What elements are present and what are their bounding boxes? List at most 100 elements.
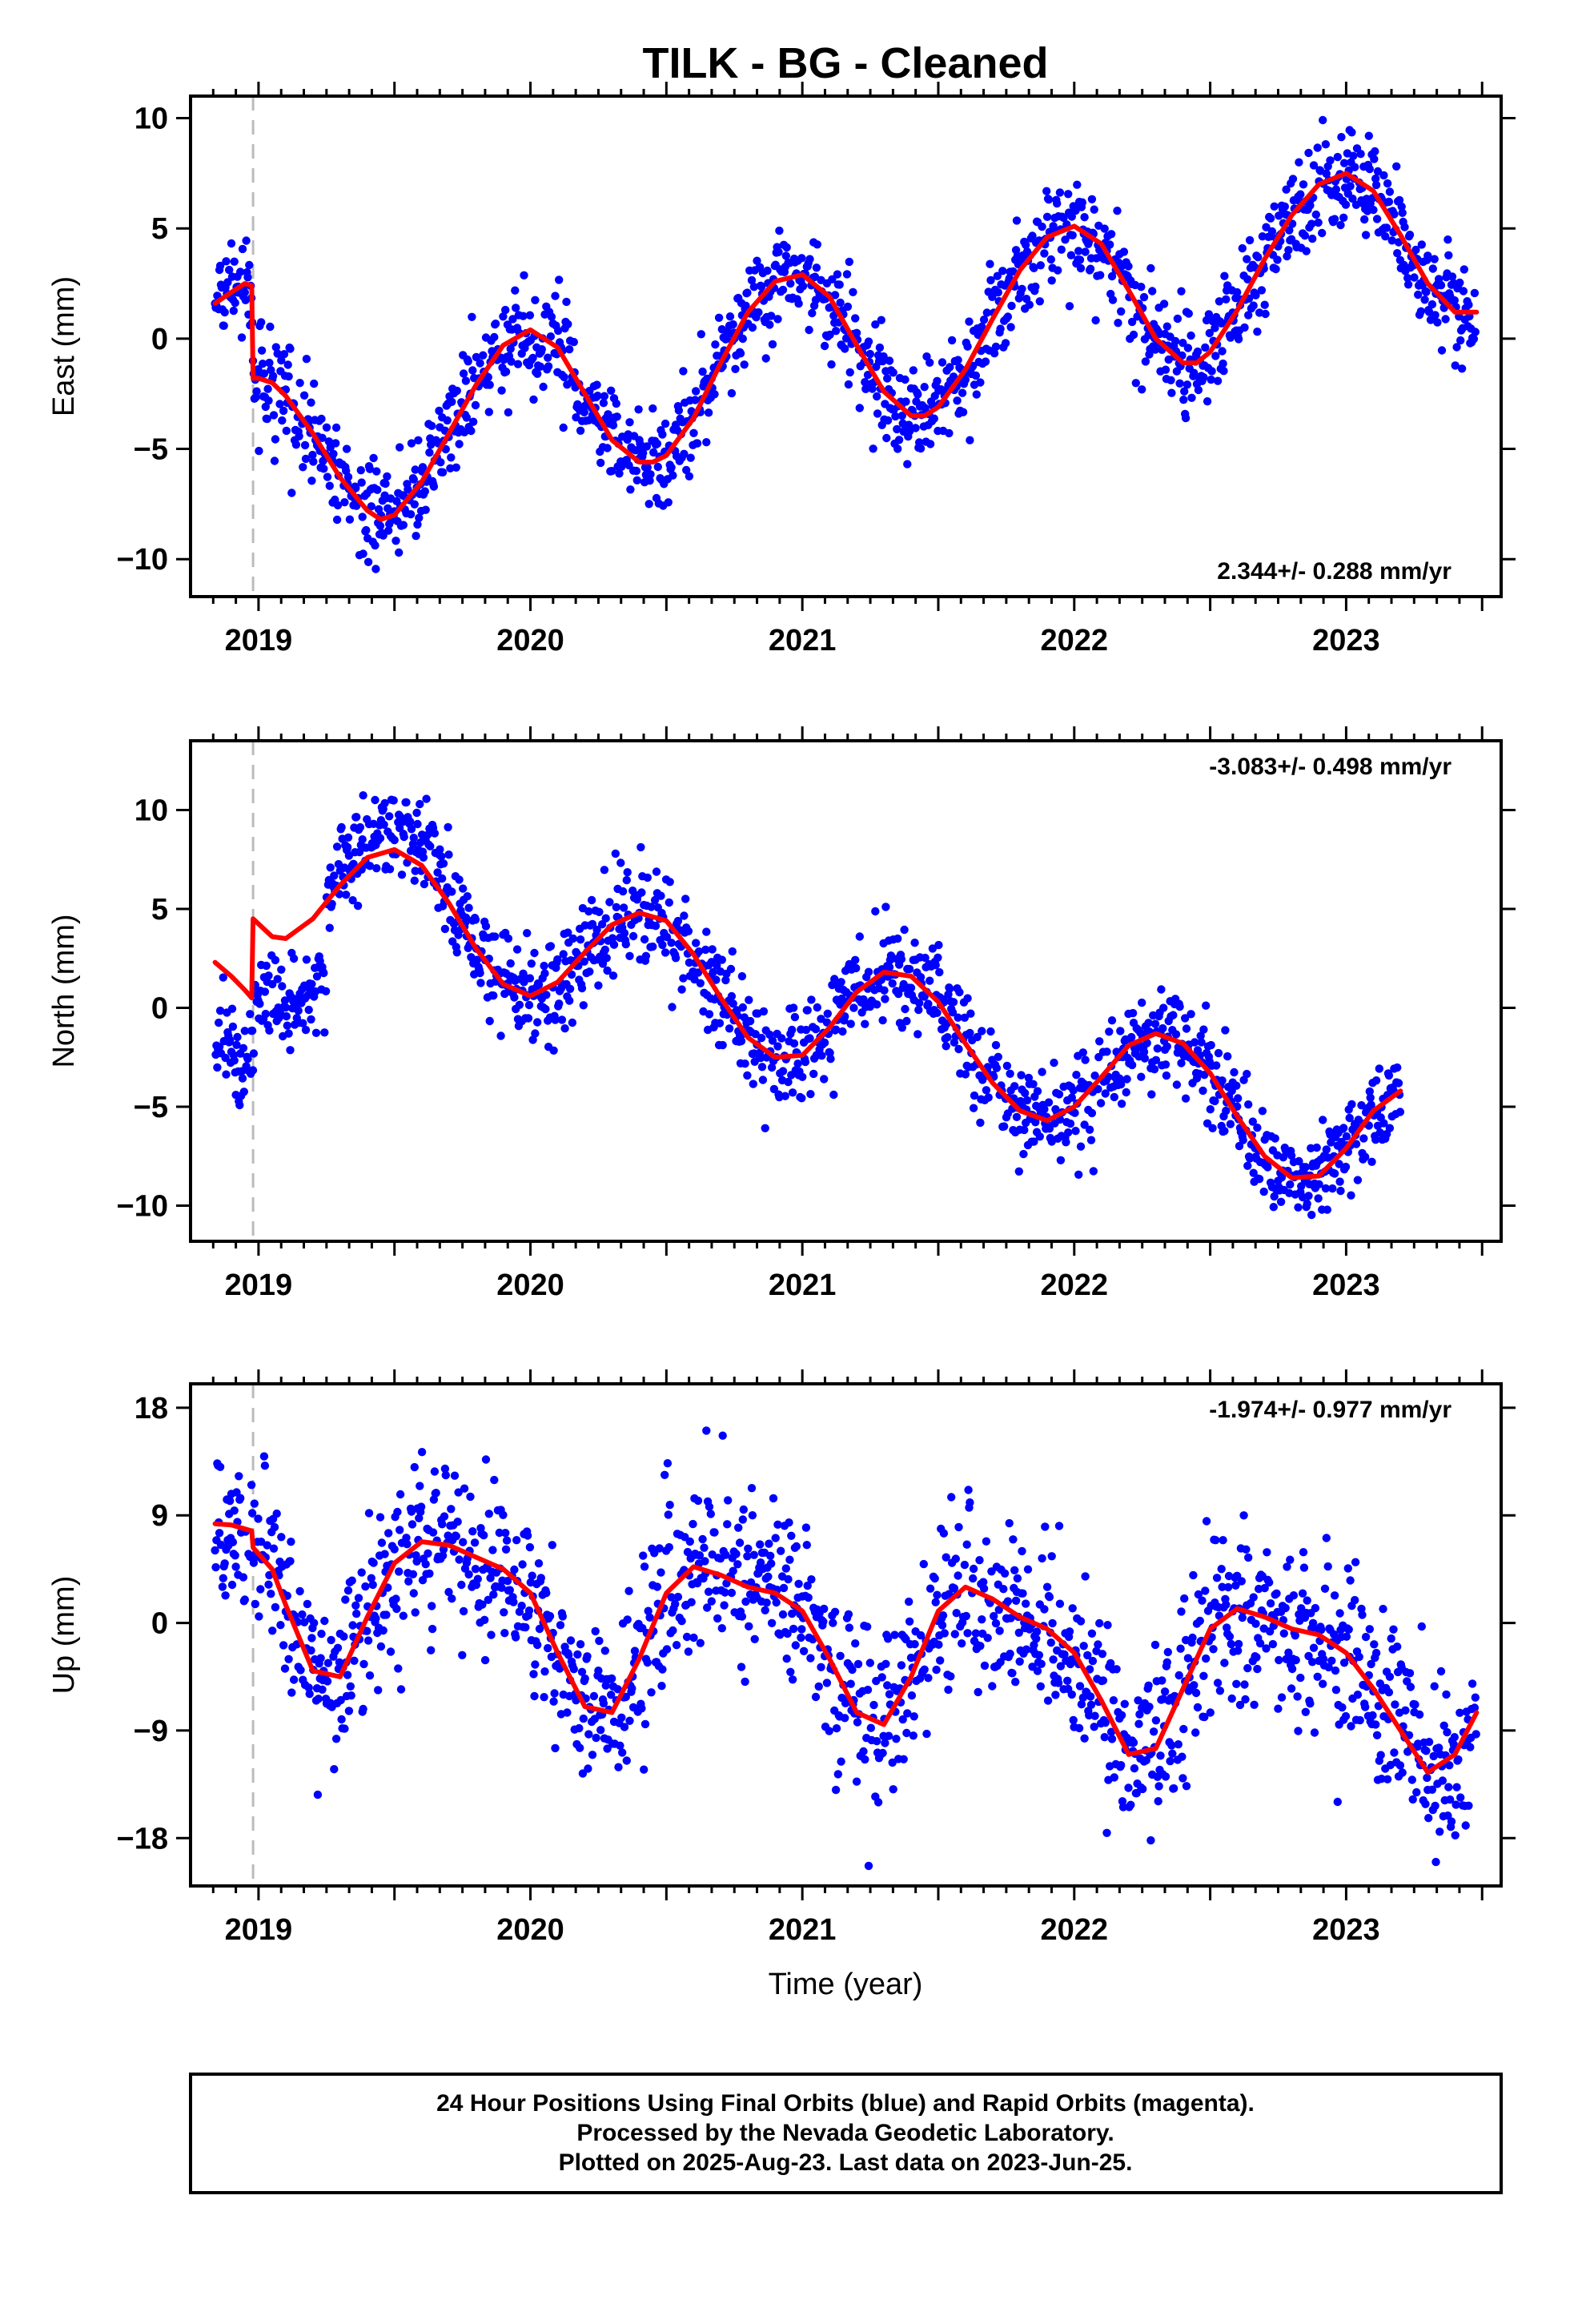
up-point	[1291, 1655, 1300, 1665]
up-point	[1013, 1574, 1022, 1583]
east-point	[1215, 297, 1224, 306]
east-point	[1443, 235, 1452, 244]
east-point	[1444, 251, 1453, 259]
up-point	[1421, 1799, 1430, 1808]
north-point	[1066, 1119, 1075, 1128]
east-point	[279, 406, 288, 416]
north-point	[643, 873, 652, 883]
east-point	[257, 318, 266, 327]
east-point	[544, 362, 553, 371]
east-point	[648, 404, 657, 413]
up-point	[825, 1727, 833, 1735]
east-point	[1430, 255, 1439, 263]
east-point	[883, 374, 892, 383]
up-point	[621, 1692, 630, 1702]
up-point	[773, 1520, 782, 1530]
east-point	[1249, 301, 1258, 310]
up-point	[950, 1630, 960, 1638]
east-point	[547, 312, 556, 321]
up-point	[390, 1545, 399, 1554]
north-point	[838, 1027, 847, 1036]
up-point	[1398, 1768, 1407, 1777]
east-point	[1282, 185, 1291, 194]
up-point	[1331, 1666, 1340, 1675]
up-point	[1450, 1733, 1460, 1742]
east-point	[1266, 214, 1275, 223]
east-point	[379, 531, 387, 540]
north-point	[1159, 1003, 1168, 1012]
east-point	[1047, 276, 1056, 285]
up-point	[990, 1611, 998, 1621]
east-point	[1009, 267, 1018, 276]
north-point	[1110, 1092, 1119, 1102]
up-point	[215, 1529, 224, 1538]
up-point	[509, 1598, 518, 1606]
north-point	[685, 958, 694, 967]
up-point	[963, 1629, 972, 1638]
up-point	[416, 1502, 426, 1511]
north-point	[1207, 1040, 1215, 1050]
up-point	[1047, 1552, 1056, 1561]
up-point	[394, 1664, 403, 1673]
north-point	[1150, 1065, 1159, 1074]
up-point	[872, 1676, 881, 1686]
north-point	[283, 1021, 291, 1030]
north-point	[1162, 1042, 1172, 1051]
up-point	[1090, 1723, 1098, 1731]
east-point	[830, 291, 840, 300]
up-point	[819, 1617, 828, 1626]
east-point	[1322, 169, 1331, 179]
north-point	[1249, 1168, 1258, 1177]
east-point	[1422, 287, 1431, 296]
east-point	[754, 308, 763, 317]
north-point	[924, 999, 933, 1008]
up-point	[1030, 1641, 1038, 1650]
up-point	[724, 1496, 733, 1505]
north-point	[789, 1039, 799, 1048]
east-point	[891, 412, 900, 421]
east-point	[569, 337, 578, 347]
north-point	[1177, 1059, 1186, 1068]
east-point	[240, 287, 249, 297]
north-point	[1353, 1176, 1363, 1184]
up-point	[737, 1663, 746, 1671]
north-point	[568, 1018, 577, 1027]
north-point	[625, 951, 634, 961]
up-point	[721, 1588, 729, 1597]
up-point	[1075, 1682, 1085, 1691]
east-point	[1222, 295, 1231, 304]
north-point	[1070, 1108, 1079, 1117]
up-point	[814, 1682, 823, 1691]
up-point	[907, 1691, 917, 1700]
up-point	[1154, 1797, 1162, 1806]
north-point	[1089, 1167, 1098, 1176]
up-point	[454, 1488, 463, 1497]
up-point	[460, 1484, 469, 1493]
north-point	[262, 961, 271, 971]
east-point	[373, 485, 382, 494]
east-point	[1148, 287, 1157, 296]
east-point	[1384, 197, 1394, 207]
north-point	[1258, 1107, 1267, 1116]
up-point	[905, 1617, 914, 1626]
up-point	[976, 1642, 985, 1651]
north-point	[380, 798, 389, 808]
up-point	[689, 1633, 698, 1642]
up-point	[772, 1598, 781, 1607]
up-point	[215, 1462, 225, 1472]
up-point	[940, 1629, 950, 1638]
up-point	[1443, 1727, 1452, 1737]
north-point	[713, 961, 721, 970]
north-point	[749, 1080, 757, 1088]
up-point	[1367, 1659, 1375, 1669]
north-point	[1212, 1061, 1221, 1070]
north-point	[994, 1052, 1003, 1062]
up-point	[323, 1677, 332, 1686]
north-point	[246, 1010, 255, 1019]
east-point	[1211, 324, 1219, 332]
up-point	[1291, 1631, 1300, 1640]
east-point	[1371, 174, 1380, 183]
up-point	[580, 1674, 589, 1683]
